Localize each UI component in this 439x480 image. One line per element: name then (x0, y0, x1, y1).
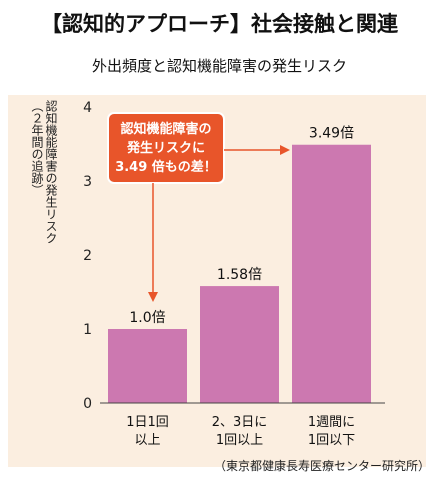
callout-text: 認知機能障害の (120, 121, 211, 137)
headline: 【認知的アプローチ】社会接触と関連 (41, 11, 398, 36)
bar (200, 286, 279, 403)
y-tick-label: 3 (83, 174, 92, 190)
chart-title: 外出頻度と認知機能障害の発生リスク (91, 57, 347, 75)
callout-text: 発生リスクに (126, 140, 205, 156)
callout-arrowhead-right (280, 145, 290, 155)
y-tick-label: 2 (83, 248, 92, 264)
bar-value-label: 1.0倍 (129, 310, 165, 326)
y-tick-label: 0 (83, 396, 92, 412)
bar (108, 329, 187, 403)
x-tick-label: 1回以下 (308, 433, 355, 448)
x-tick-label: 2、3日に (212, 415, 268, 430)
y-tick-label: 4 (83, 100, 92, 116)
x-tick-label: 1回以上 (216, 433, 263, 448)
x-tick-label: 以上 (134, 433, 160, 448)
bar (292, 144, 371, 404)
y-tick-label: 1 (83, 322, 92, 338)
callout-box (107, 112, 225, 184)
callout-text: 3.49 倍もの差！ (115, 159, 217, 175)
y-axis-label-main: 認知機能障害の発生リスク (44, 100, 58, 244)
source-note: （東京都健康長寿医療センター研究所） (213, 459, 430, 473)
y-axis-label: 認知機能障害の発生リスク （２年間の追跡） (18, 100, 58, 320)
bar-value-label: 1.58倍 (217, 267, 262, 283)
x-tick-label: 1日1回 (126, 415, 169, 430)
bar-value-label: 3.49倍 (309, 126, 354, 142)
callout-arrowhead-down (148, 292, 158, 302)
x-tick-label: 1週間に (308, 415, 355, 430)
y-axis-label-sub: （２年間の追跡） (30, 100, 44, 196)
